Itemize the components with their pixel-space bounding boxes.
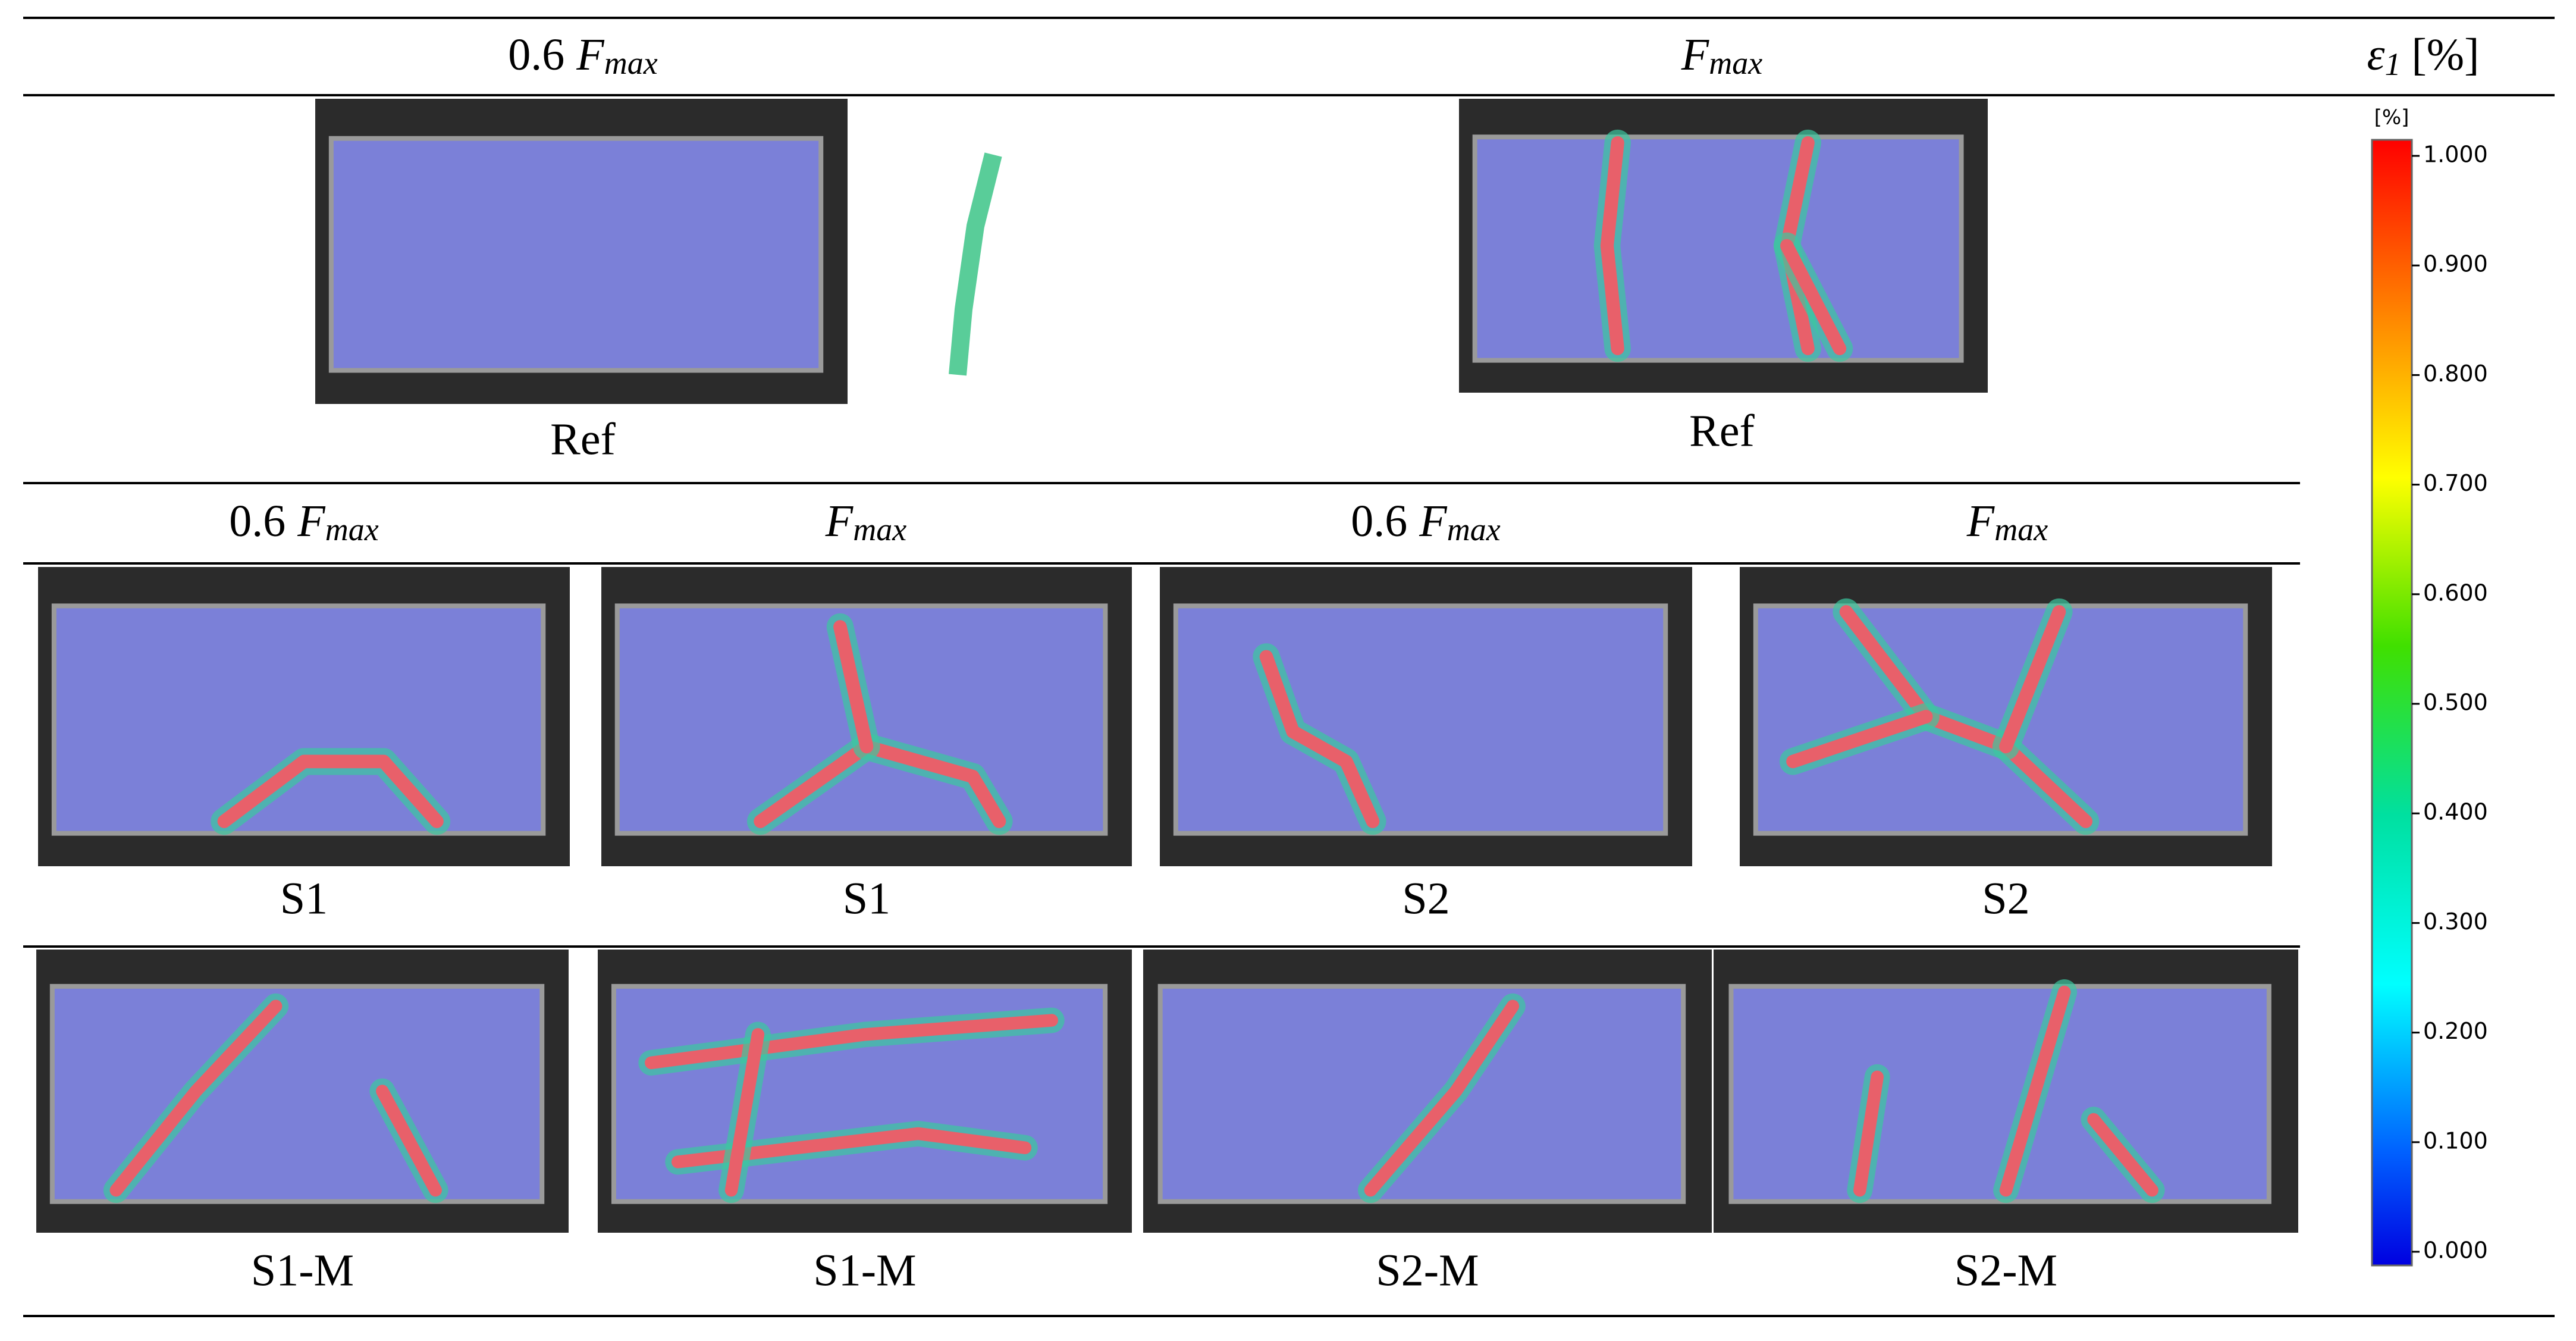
header-subscript: max (853, 512, 906, 547)
colorbar-tick-label: 0.000 (2423, 1237, 2488, 1264)
strain-band (1999, 605, 2066, 754)
header-subscript: max (604, 45, 658, 81)
panel-label: S2 (1402, 873, 1449, 923)
header-factor: 0.6 (229, 496, 285, 546)
header-symbol: F (825, 496, 854, 546)
panel-label: Ref (1689, 406, 1755, 456)
header-subscript: max (1709, 45, 1762, 81)
panel-label: S2-M (1376, 1245, 1479, 1295)
specimen-surface (1753, 603, 2248, 836)
strain-band (724, 1028, 765, 1197)
header-symbol: F (1419, 496, 1448, 546)
strain-band (1853, 1070, 1884, 1197)
strain-halo (949, 152, 1002, 376)
dic-strain-image (36, 950, 569, 1233)
column-header: 0.6 Fmax (229, 496, 378, 547)
dic-strain-image (598, 950, 1132, 1233)
strain-band (754, 740, 1006, 828)
colorbar-tick-label: 0.200 (2423, 1018, 2488, 1044)
panel-label: S2-M (1954, 1245, 2057, 1295)
strain-band (1600, 136, 1624, 356)
header-factor: 0.6 (508, 30, 564, 80)
specimen-surface (51, 603, 546, 836)
dic-strain-image (1160, 567, 1692, 866)
colorbar-tick-label: 0.500 (2423, 690, 2488, 716)
panel-label: S1-M (251, 1245, 354, 1295)
colorbar-tick-label: 0.900 (2423, 251, 2488, 277)
column-header: Fmax (1681, 30, 1762, 81)
strain-band (109, 1000, 283, 1197)
column-header: Fmax (1966, 496, 2048, 547)
strain-band (645, 1014, 1059, 1070)
header-subscript: max (325, 512, 379, 547)
strain-band (1786, 710, 1933, 769)
dic-strain-image (315, 99, 848, 404)
dic-strain-image (38, 567, 570, 866)
panel-label: S1 (843, 873, 890, 923)
specimen-surface (1157, 983, 1686, 1204)
strain-band (1364, 1000, 1520, 1197)
colorbar-tick-label: 0.800 (2423, 361, 2488, 387)
strain-band (1999, 985, 2071, 1197)
strain-band (2087, 1113, 2158, 1197)
colorbar (2371, 139, 2413, 1267)
panel-label: S1 (280, 873, 328, 923)
specimen-surface (328, 136, 824, 373)
specimen-surface (1173, 603, 1668, 836)
strain-band (1259, 650, 1380, 828)
strain-band (217, 754, 444, 828)
panel-label: S2 (1982, 873, 2029, 923)
strain-band (1780, 239, 1847, 356)
strain-band (833, 620, 874, 754)
dic-strain-image (1459, 99, 1988, 393)
header-symbol: F (1966, 496, 1995, 546)
strain-band (376, 1085, 442, 1197)
colorbar-tick-label: 0.600 (2423, 579, 2488, 606)
column-header: 0.6 Fmax (508, 30, 657, 81)
dic-strain-image (1143, 950, 1712, 1233)
panel-label: Ref (550, 414, 616, 464)
header-subscript: max (1994, 512, 2048, 547)
colorbar-unit: [%] (2374, 106, 2409, 130)
legend-title: ε1 [%] (2367, 30, 2480, 82)
specimen-surface (1472, 134, 1964, 363)
dic-strain-image (601, 567, 1132, 866)
header-factor: 0.6 (1351, 496, 1407, 546)
colorbar-tick-label: 0.300 (2423, 908, 2488, 935)
header-symbol: F (576, 30, 605, 80)
dic-strain-image (1740, 567, 2272, 866)
header-symbol: F (1681, 30, 1710, 80)
dic-strain-image (1714, 950, 2298, 1233)
colorbar-tick-label: 0.100 (2423, 1127, 2488, 1154)
strain-band (1839, 605, 2093, 828)
strain-band (671, 1127, 1032, 1168)
colorbar-tick-label: 1.000 (2423, 142, 2488, 168)
column-header: 0.6 Fmax (1351, 496, 1500, 547)
header-symbol: F (297, 496, 326, 546)
header-subscript: max (1447, 512, 1501, 547)
colorbar-tick-label: 0.700 (2423, 470, 2488, 496)
column-header: Fmax (825, 496, 906, 547)
panel-label: S1-M (813, 1245, 916, 1295)
colorbar-tick-label: 0.400 (2423, 799, 2488, 825)
